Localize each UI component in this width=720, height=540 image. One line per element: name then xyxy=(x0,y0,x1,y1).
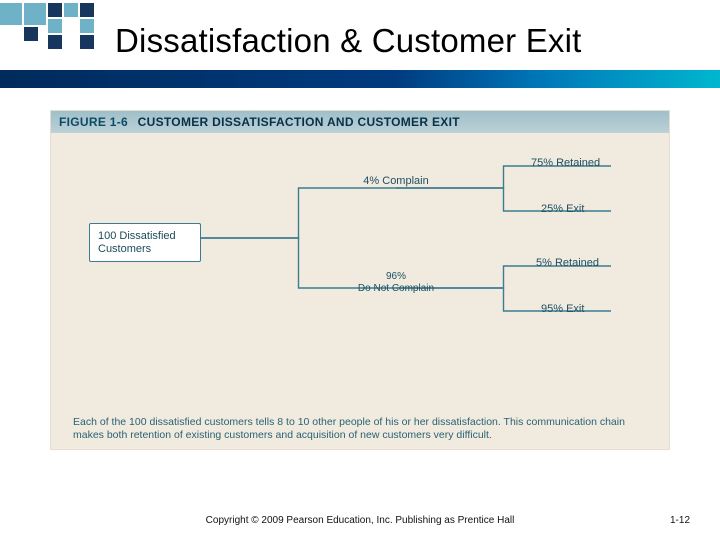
logo-square xyxy=(80,35,94,49)
copyright-text: Copyright © 2009 Pearson Education, Inc.… xyxy=(0,516,720,526)
leaf-5-retained: 5% Retained xyxy=(536,257,599,270)
root-node: 100 Dissatisfied Customers xyxy=(89,223,201,262)
figure-number: FIGURE 1-6 xyxy=(59,115,128,129)
leaf-95-exit: 95% Exit xyxy=(541,303,584,316)
logo-square xyxy=(64,3,78,17)
branch-complain-label: 4% Complain xyxy=(363,175,428,188)
figure-1-6: FIGURE 1-6 CUSTOMER DISSATISFACTION AND … xyxy=(50,110,670,450)
logo-square xyxy=(80,19,94,33)
logo-square xyxy=(0,3,22,25)
slide-title: Dissatisfaction & Customer Exit xyxy=(115,22,582,60)
logo-square xyxy=(80,3,94,17)
slide: { "title": "Dissatisfaction & Customer E… xyxy=(0,0,720,540)
logo-square xyxy=(48,3,62,17)
title-accent-bar xyxy=(0,70,720,88)
tree-canvas: 100 Dissatisfied Customers 4% Complain 9… xyxy=(51,133,669,399)
figure-description: Each of the 100 dissatisfied customers t… xyxy=(73,416,647,443)
leaf-75-retained: 75% Retained xyxy=(531,157,600,170)
logo-square xyxy=(48,19,62,33)
branch-notcomplain-pct: 96% xyxy=(386,271,406,283)
logo-square xyxy=(24,27,38,41)
figure-title: CUSTOMER DISSATISFACTION AND CUSTOMER EX… xyxy=(138,115,460,129)
logo-square xyxy=(48,35,62,49)
branch-notcomplain-label: Do Not Complain xyxy=(358,283,434,295)
page-number: 1-12 xyxy=(670,516,690,526)
leaf-25-exit: 25% Exit xyxy=(541,203,584,216)
logo-square xyxy=(24,3,46,25)
figure-caption-bar: FIGURE 1-6 CUSTOMER DISSATISFACTION AND … xyxy=(51,111,669,133)
